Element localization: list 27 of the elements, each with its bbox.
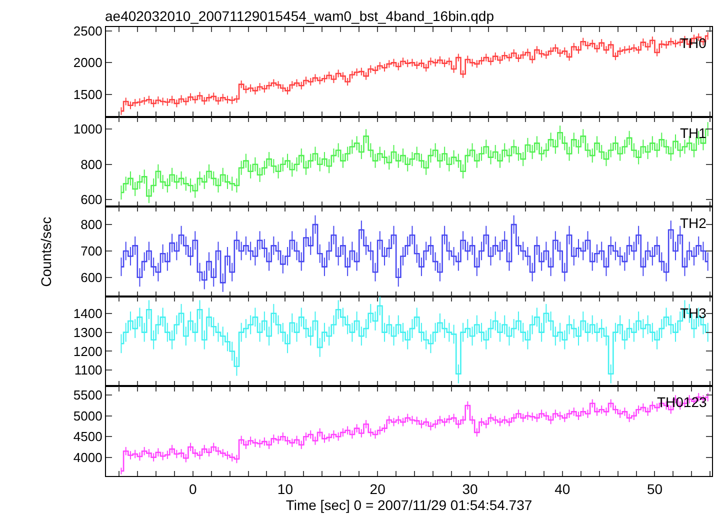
- y-tick-label: 1500: [73, 87, 102, 102]
- y-tick-label: 600: [80, 192, 102, 208]
- y-tick-label: 700: [80, 244, 102, 259]
- y-tick-label: 600: [80, 270, 102, 285]
- y-tick-label: 5000: [73, 408, 102, 424]
- y-tick-label: 2000: [73, 55, 102, 70]
- y-tick-label: 1200: [73, 344, 102, 359]
- y-tick-label: 1400: [73, 306, 102, 321]
- x-axis-title: Time [sec] 0 = 2007/11/29 01:54:54.737: [286, 496, 532, 513]
- y-tick-label: 2500: [73, 23, 102, 38]
- x-tick-label: 50: [646, 480, 663, 497]
- y-tick-label: 4000: [73, 450, 102, 465]
- y-tick-label: 5500: [73, 388, 102, 403]
- y-tick-label: 1300: [73, 324, 102, 340]
- x-tick-label: 40: [554, 480, 570, 497]
- x-tick-label: 30: [462, 480, 478, 497]
- x-tick-label: 10: [277, 480, 294, 497]
- chart-title: ae402032010_20071129015454_wam0_bst_4band_16bin.qdp: [105, 8, 494, 24]
- y-axis-title: Counts/sec: [38, 216, 54, 287]
- x-tick-label: 0: [188, 480, 197, 497]
- y-tick-label: 1000: [73, 122, 102, 137]
- legend-label: TH2: [680, 215, 707, 231]
- x-tick-label: 20: [370, 480, 386, 497]
- y-tick-label: 800: [80, 217, 102, 232]
- y-tick-label: 1100: [74, 362, 102, 378]
- y-tick-label: 800: [80, 156, 102, 172]
- y-tick-label: 4500: [73, 429, 102, 444]
